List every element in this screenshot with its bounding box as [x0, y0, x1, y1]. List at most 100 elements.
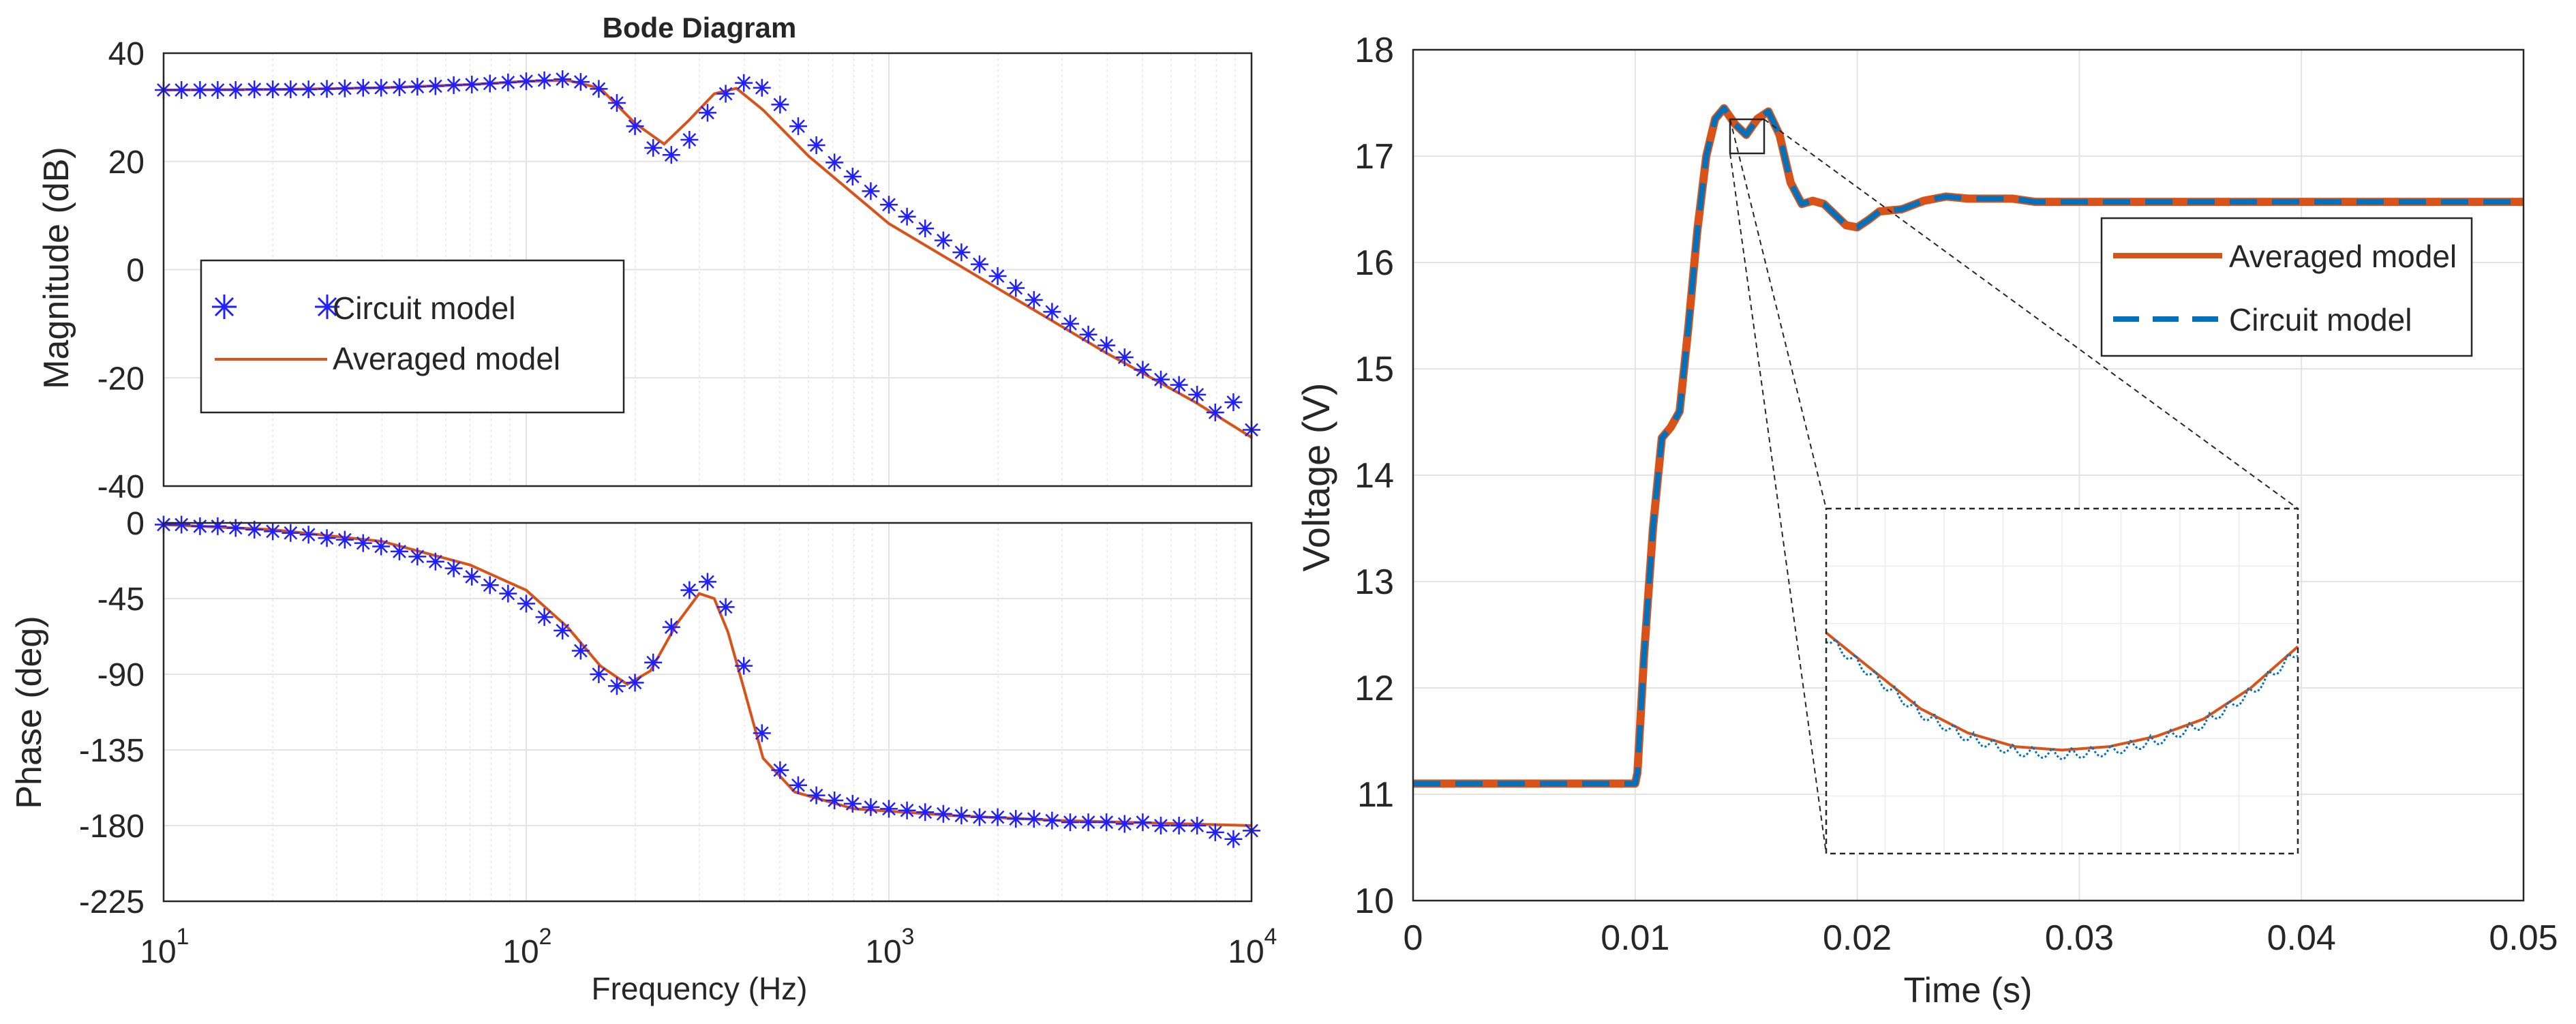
circuit-model-marker [753, 724, 771, 742]
svg-text:10: 10 [140, 934, 176, 970]
voltage-legend: Averaged model Circuit model [2100, 217, 2473, 357]
svg-text:4: 4 [1264, 924, 1277, 950]
circuit-model-marker [880, 800, 898, 818]
circuit-model-marker [716, 85, 735, 103]
svg-text:10: 10 [502, 934, 539, 970]
voltage-ylabel: Voltage (V) [1294, 382, 1337, 571]
circuit-model-marker [626, 117, 644, 136]
y-tick-label: -225 [79, 884, 145, 920]
circuit-model-marker [571, 642, 590, 660]
inset-grid [1826, 509, 2298, 854]
circuit-model-marker [1170, 376, 1188, 394]
circuit-model-marker [898, 207, 916, 226]
circuit-model-marker [372, 78, 391, 97]
circuit-model-marker [843, 167, 862, 185]
circuit-model-marker [426, 552, 444, 571]
circuit-model-marker [1115, 815, 1134, 833]
x-tick-label: 0.02 [1823, 918, 1892, 958]
inset-plot-area [1825, 631, 2299, 761]
circuit-model-marker [191, 80, 209, 99]
circuit-model-marker [499, 584, 517, 603]
magnitude-axes-box [162, 52, 1253, 487]
averaged-model-line [163, 523, 1252, 827]
circuit-model-marker [226, 80, 245, 99]
y-tick-label: -135 [79, 733, 145, 769]
circuit-model-marker [916, 803, 935, 822]
circuit-model-marker [1061, 813, 1079, 832]
circuit-model-marker [970, 255, 988, 273]
circuit-model-marker [209, 80, 227, 99]
circuit-model-marker [499, 73, 517, 91]
circuit-model-marker [481, 576, 499, 594]
circuit-model-marker [716, 598, 735, 616]
legend-marker-circuit [212, 295, 339, 319]
circuit-model-marker [1097, 336, 1116, 355]
circuit-model-marker [934, 804, 952, 823]
legend-label-averaged-model-voltage: Averaged model [2229, 239, 2457, 274]
y-tick-label: 0 [126, 506, 145, 542]
circuit-model-marker [354, 534, 372, 552]
x-tick-label-10-4: 10 4 [1228, 924, 1277, 970]
circuit-model-marker [644, 138, 663, 157]
circuit-model-marker [988, 267, 1007, 286]
circuit-model-marker [335, 79, 354, 97]
circuit-model-marker [644, 653, 663, 672]
zoom-inset [1825, 507, 2299, 855]
y-tick-label: 11 [1357, 775, 1394, 815]
time-xlabel: Time (s) [1904, 971, 2033, 1010]
circuit-model-marker [880, 196, 898, 214]
circuit-model-marker [191, 517, 209, 535]
x-tick-label: 0 [1404, 918, 1423, 958]
circuit-model-marker [607, 677, 626, 695]
circuit-model-marker [862, 182, 880, 200]
circuit-model-marker [771, 95, 789, 114]
circuit-model-marker [771, 761, 789, 779]
circuit-model-marker [1043, 811, 1061, 830]
circuit-model-marker [1151, 370, 1170, 389]
circuit-model-line [1413, 105, 2524, 787]
circuit-model-marker [934, 231, 952, 250]
circuit-model-marker [426, 77, 444, 95]
circuit-model-marker [1224, 393, 1243, 411]
y-tick-label: 12 [1354, 669, 1394, 708]
circuit-model-marker [408, 547, 427, 566]
circuit-model-marker [172, 515, 191, 534]
circuit-model-marker [264, 522, 282, 541]
circuit-model-marker [1151, 817, 1170, 834]
circuit-model-marker [843, 794, 862, 813]
circuit-model-marker [807, 786, 825, 804]
circuit-model-marker [988, 808, 1007, 826]
circuit-model-marker [1224, 830, 1243, 848]
y-tick-label: 14 [1354, 456, 1394, 496]
x-tick-label-10-3: 10 3 [865, 924, 914, 970]
frequency-xlabel: Frequency (Hz) [592, 971, 808, 1006]
phase-axes: Phase (deg) -225 -180 -135 -90 -45 0 10 1 10 … [10, 506, 1277, 1006]
y-tick-label: 10 [1354, 882, 1394, 921]
circuit-model-marker [1188, 385, 1207, 404]
circuit-model-marker [898, 801, 916, 819]
voltage-ticks: 0 0.01 0.02 0.03 0.04 0.05 10 11 12 13 14 15 16 17 18 [1354, 31, 2558, 958]
circuit-model-marker [1007, 279, 1025, 297]
x-tick-label: 0.05 [2489, 918, 2558, 958]
phase-ylabel: Phase (deg) [10, 616, 49, 809]
y-tick-label: 20 [108, 145, 145, 181]
zoom-source-box [1729, 118, 1766, 155]
y-tick-label: 40 [108, 36, 145, 72]
circuit-model-marker [1097, 813, 1116, 832]
circuit-model-marker [1134, 361, 1152, 379]
circuit-model-marker [952, 807, 971, 825]
voltage-axes-box [1412, 48, 2525, 902]
y-tick-label: 17 [1354, 137, 1394, 177]
circuit-model-marker [390, 542, 408, 560]
circuit-model-marker [1025, 810, 1043, 828]
circuit-model-marker [408, 78, 427, 96]
circuit-model-marker [335, 530, 354, 549]
magnitude-y-ticks: -40 -20 0 20 40 [97, 36, 145, 505]
circuit-model-marker [517, 72, 535, 91]
circuit-model-marker [1043, 303, 1061, 321]
circuit-model-marker [299, 526, 318, 544]
circuit-model-marker [916, 220, 935, 238]
bode-title: Bode Diagram [603, 12, 797, 44]
circuit-model-marker [318, 80, 336, 98]
